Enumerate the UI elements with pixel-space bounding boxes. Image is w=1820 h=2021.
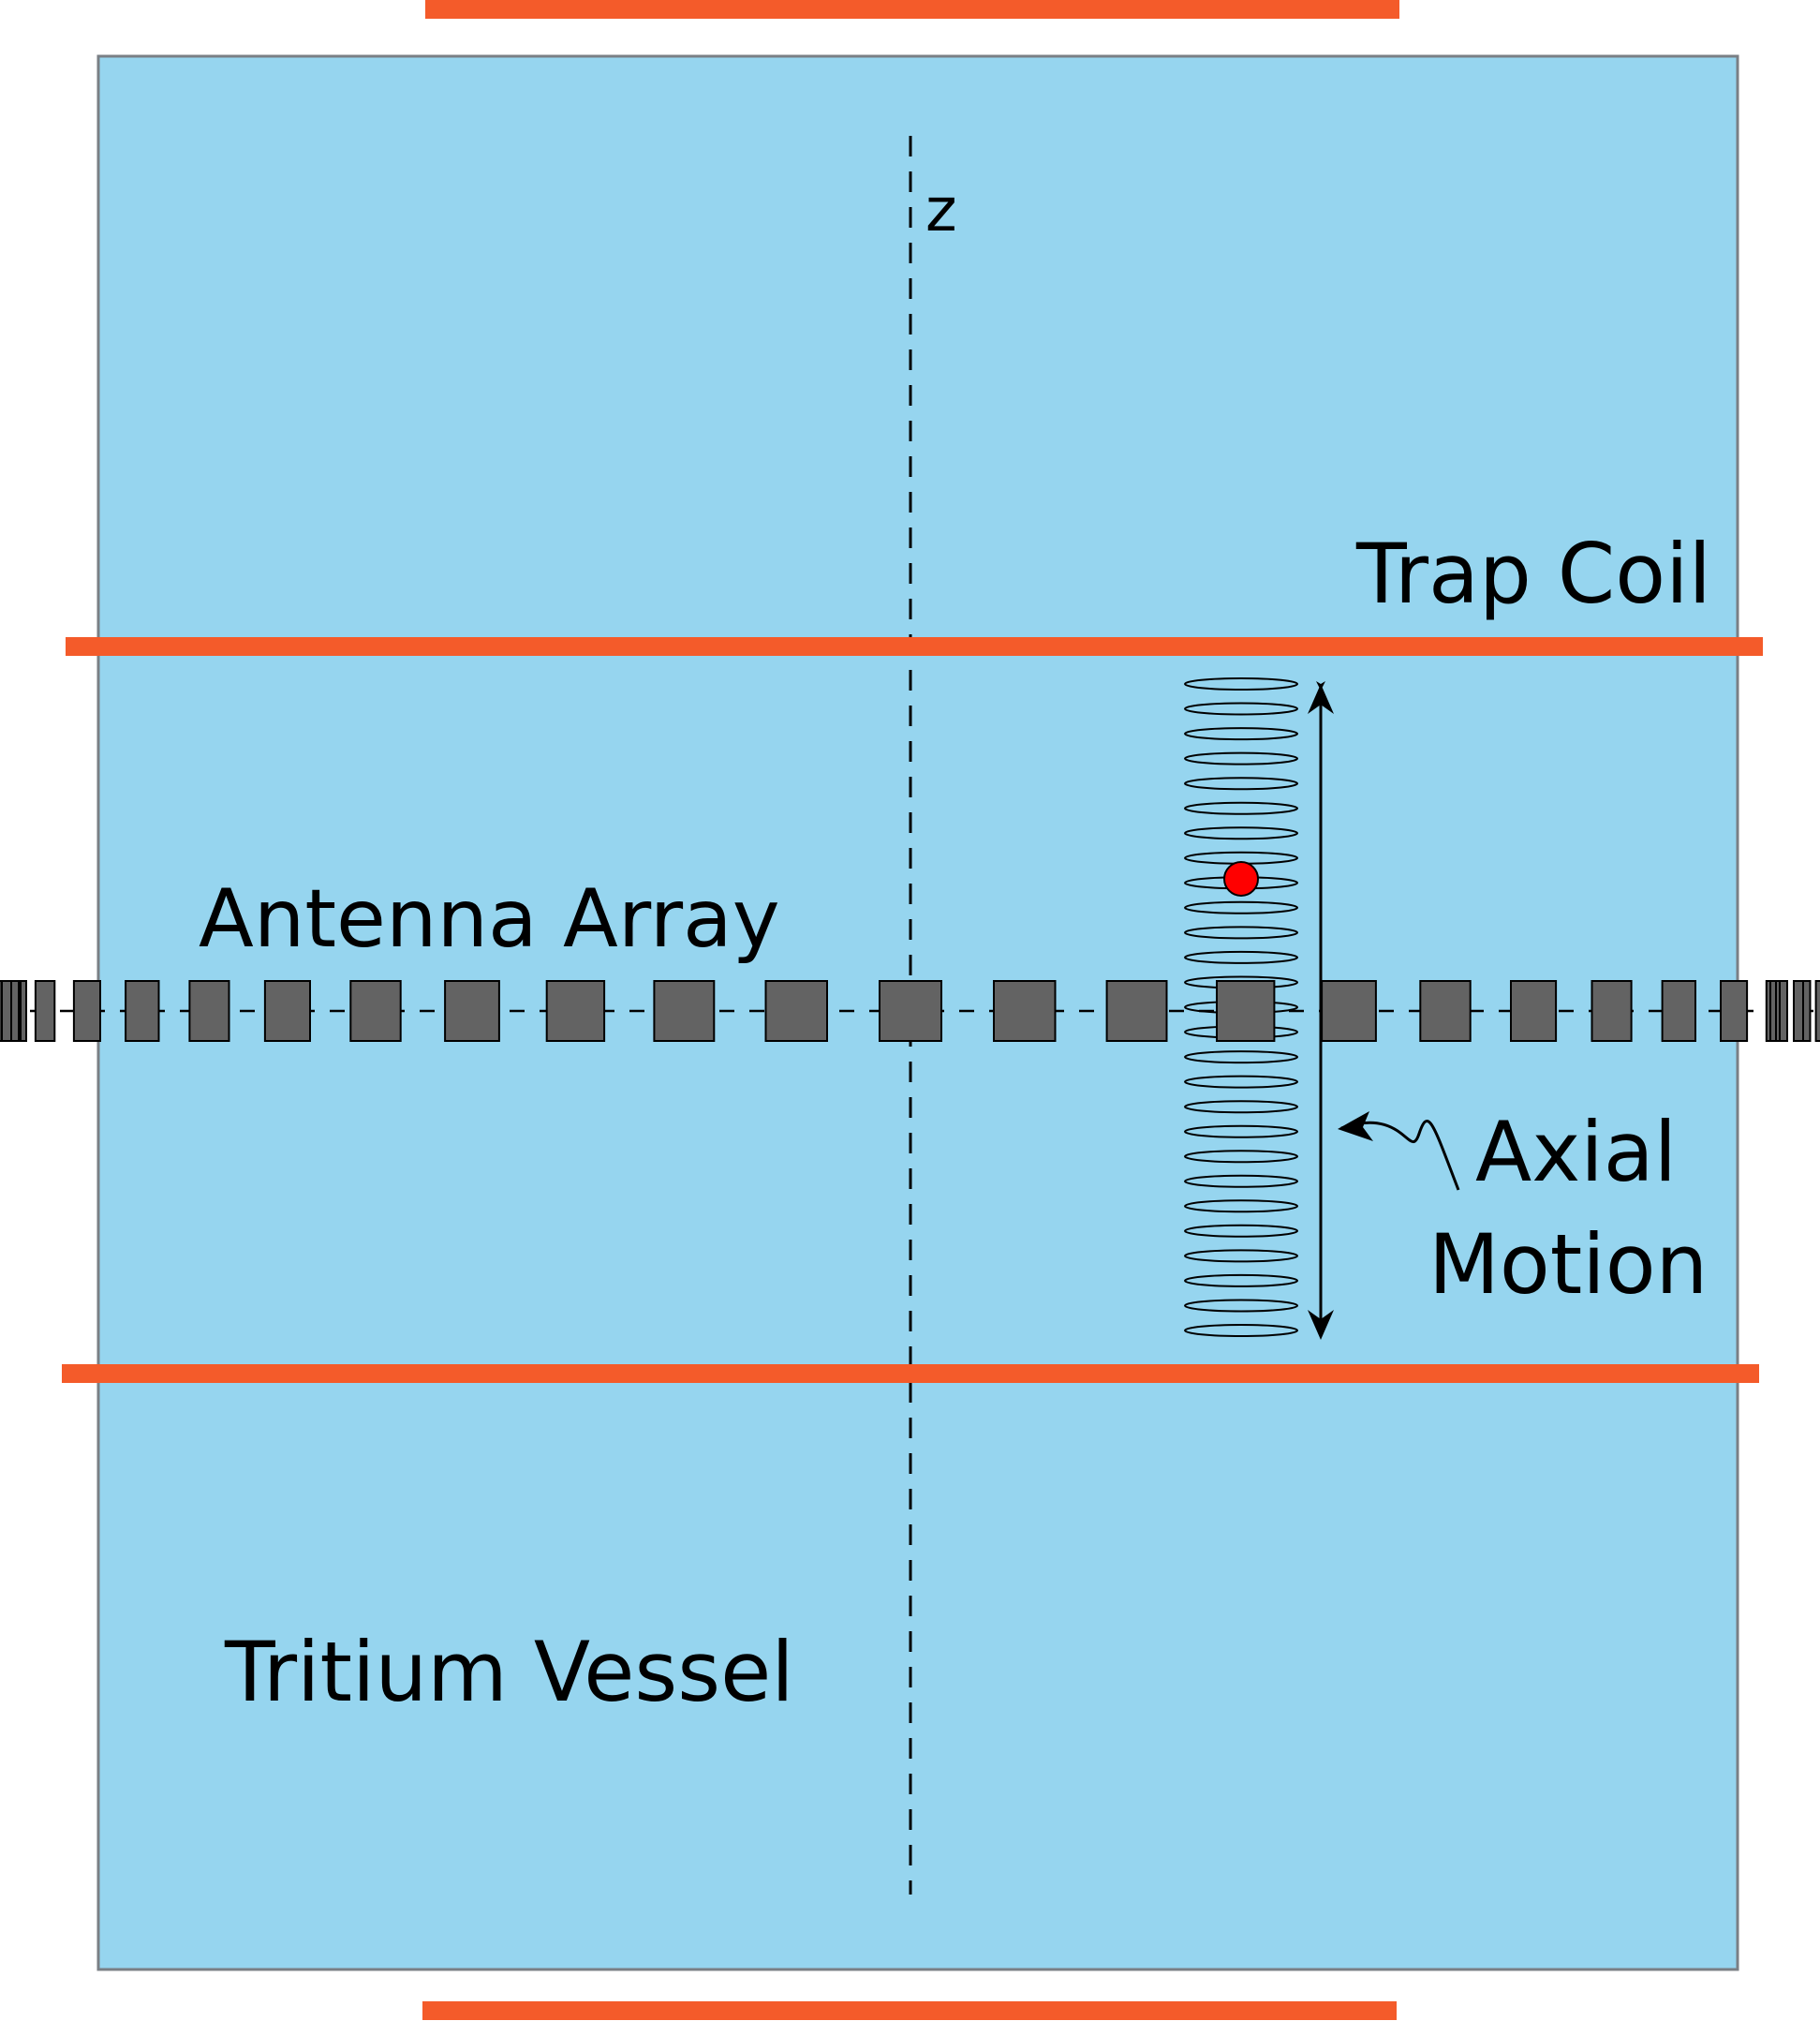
antenna-element xyxy=(1814,980,1820,1042)
helix-turn xyxy=(1184,826,1298,840)
trap-coil-label: Trap Coil xyxy=(1355,526,1711,622)
helix-turn xyxy=(1184,1124,1298,1138)
electron xyxy=(1223,861,1259,897)
trap-coil-bottom xyxy=(62,1364,1759,1383)
antenna-element xyxy=(1419,980,1472,1042)
antenna-element xyxy=(349,980,402,1042)
helix-turn xyxy=(1184,1324,1298,1337)
trap-coil-top xyxy=(66,637,1763,656)
helix-turn xyxy=(1184,777,1298,791)
helix-turn xyxy=(1184,926,1298,940)
antenna-element xyxy=(1105,980,1168,1042)
antenna-element xyxy=(1,980,12,1042)
antenna-element xyxy=(1661,980,1696,1042)
axial-motion-label-line2: Motion xyxy=(1428,1216,1708,1313)
antenna-element xyxy=(993,980,1057,1042)
helix-turn xyxy=(1184,1075,1298,1089)
helix-turn xyxy=(1184,677,1298,691)
axial-arrow-head-bottom xyxy=(1308,1310,1334,1340)
antenna-element xyxy=(1793,980,1804,1042)
helix-turn xyxy=(1184,950,1298,964)
antenna-element xyxy=(879,980,942,1042)
axial-motion-label-line1: Axial xyxy=(1475,1104,1677,1200)
antenna-element xyxy=(20,980,27,1042)
antenna-element xyxy=(1321,980,1377,1042)
antenna-element xyxy=(1779,980,1788,1042)
antenna-array-label: Antenna Array xyxy=(199,872,780,966)
helix-turn xyxy=(1184,727,1298,741)
antenna-element xyxy=(10,980,20,1042)
pointer-arrow-head xyxy=(1338,1111,1373,1141)
antenna-element xyxy=(1720,980,1749,1042)
antenna-element xyxy=(444,980,500,1042)
helix-turn xyxy=(1184,751,1298,765)
antenna-element xyxy=(1591,980,1633,1042)
outer-coil-top xyxy=(425,0,1399,19)
tritium-vessel-label: Tritium Vessel xyxy=(224,1624,794,1720)
axial-arrow-head-top xyxy=(1308,684,1334,714)
antenna-element xyxy=(263,980,311,1042)
helix-turn xyxy=(1184,1299,1298,1313)
helix-turn xyxy=(1184,801,1298,815)
antenna-array xyxy=(0,980,1820,1042)
outer-coil-bottom xyxy=(422,2001,1397,2020)
antenna-element xyxy=(1769,980,1777,1042)
helix-turn xyxy=(1184,702,1298,716)
antenna-element xyxy=(188,980,230,1042)
antenna-element xyxy=(1216,980,1276,1042)
helix-turn xyxy=(1184,1150,1298,1164)
antenna-element xyxy=(72,980,102,1042)
antenna-element xyxy=(1510,980,1558,1042)
z-axis-label: z xyxy=(925,176,957,245)
helix-turn xyxy=(1184,1273,1298,1287)
antenna-element xyxy=(34,980,56,1042)
antenna-element xyxy=(764,980,828,1042)
helix-turn xyxy=(1184,1199,1298,1213)
antenna-element xyxy=(125,980,160,1042)
antenna-element xyxy=(545,980,606,1042)
helix-turn xyxy=(1184,1174,1298,1188)
axial-motion-pointer xyxy=(1340,1120,1460,1191)
helix-turn xyxy=(1184,1100,1298,1114)
helix-turn xyxy=(1184,1249,1298,1263)
helix-turn xyxy=(1184,900,1298,914)
antenna-element xyxy=(653,980,716,1042)
helix-turn xyxy=(1184,1050,1298,1064)
helix-turn xyxy=(1184,1224,1298,1238)
